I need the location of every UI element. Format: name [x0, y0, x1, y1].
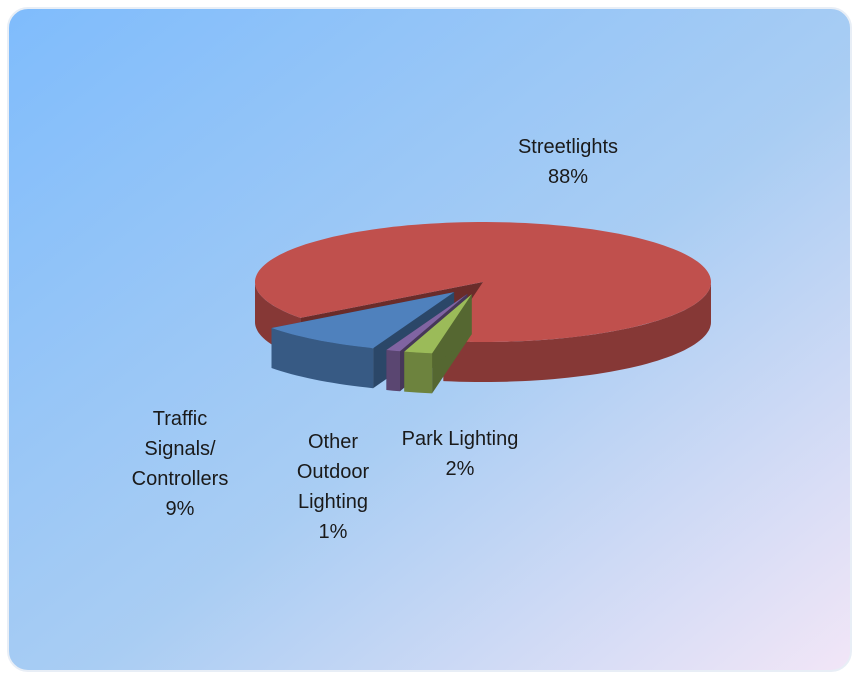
pie-slice — [271, 292, 455, 349]
slice-side — [404, 351, 433, 394]
data-label: Streetlights 88% — [493, 132, 643, 192]
category-label: Streetlights — [517, 136, 619, 158]
pie-slice — [255, 222, 711, 342]
slice-side — [386, 350, 400, 392]
value-label: 2% — [445, 458, 475, 480]
value-label: 9% — [165, 498, 195, 520]
value-label: 88% — [547, 166, 589, 188]
pie-slice — [386, 293, 468, 352]
data-label: Traffic Signals/ Controllers 9% — [120, 404, 240, 524]
slice-side — [271, 328, 374, 389]
category-label: Other Outdoor Lighting — [296, 431, 370, 513]
data-label: Other Outdoor Lighting 1% — [288, 427, 378, 547]
data-label: Park Lighting 2% — [380, 424, 540, 484]
category-label: Park Lighting — [401, 428, 519, 450]
value-label: 1% — [318, 521, 348, 543]
pie — [255, 222, 711, 394]
slice-side — [443, 282, 711, 382]
category-label: Traffic Signals/ Controllers — [131, 408, 229, 490]
pie-slice — [404, 294, 472, 354]
